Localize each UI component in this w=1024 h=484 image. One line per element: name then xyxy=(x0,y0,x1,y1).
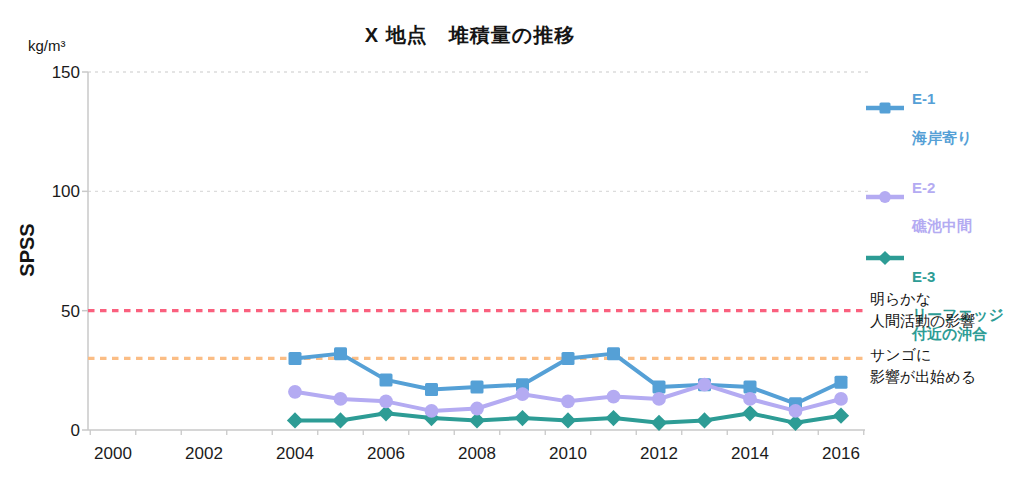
legend-marker-e3-diamond-icon xyxy=(866,250,904,266)
y-tick-label: 150 xyxy=(52,63,80,82)
annotation-coral-impact: サンゴに 影響が出始める xyxy=(870,344,1022,388)
chart-title: X 地点 堆積量の推移 xyxy=(0,22,940,49)
legend-item-e2: E-2 礁池中間 xyxy=(866,159,1004,236)
chart-container: 0 50 100 150 2000 2002 2004 2006 2008 2010 2012 201… xyxy=(0,0,1024,484)
x-tick-label: 2006 xyxy=(367,444,405,463)
legend-label-e3: E-3 xyxy=(912,268,935,285)
x-tick-label: 2004 xyxy=(276,444,314,463)
series-e-3 xyxy=(287,405,849,431)
x-tick-label: 2014 xyxy=(731,444,769,463)
legend-label-e1: E-1 xyxy=(912,90,935,107)
y-tick-label: 50 xyxy=(61,302,80,321)
y-tick-label: 100 xyxy=(52,182,80,201)
reference-lines xyxy=(88,311,865,359)
x-tick-label: 2000 xyxy=(94,444,132,463)
x-tick-label: 2012 xyxy=(640,444,678,463)
y-axis-unit: kg/m³ xyxy=(28,37,66,54)
legend-desc-e1: 海岸寄り xyxy=(912,129,972,146)
tick-labels: 0 50 100 150 2000 2002 2004 2006 2008 2010 2012 201… xyxy=(52,63,860,463)
legend-marker-e1-square-icon xyxy=(866,100,904,116)
legend-label-e2: E-2 xyxy=(912,179,935,196)
legend-item-e1: E-1 海岸寄り xyxy=(866,70,1004,147)
series-e-2 xyxy=(288,378,848,418)
x-tick-label: 2008 xyxy=(458,444,496,463)
x-tick-label: 2002 xyxy=(185,444,223,463)
y-tick-label: 0 xyxy=(71,421,80,440)
x-tick-label: 2010 xyxy=(549,444,587,463)
legend-desc-e2: 礁池中間 xyxy=(912,217,972,234)
y-axis-label: SPSS xyxy=(16,223,39,276)
gridlines xyxy=(88,72,868,191)
x-tick-label: 2016 xyxy=(822,444,860,463)
legend-marker-e2-circle-icon xyxy=(866,189,904,205)
annotation-human-impact: 明らかな 人間活動の影響 xyxy=(870,288,1022,332)
